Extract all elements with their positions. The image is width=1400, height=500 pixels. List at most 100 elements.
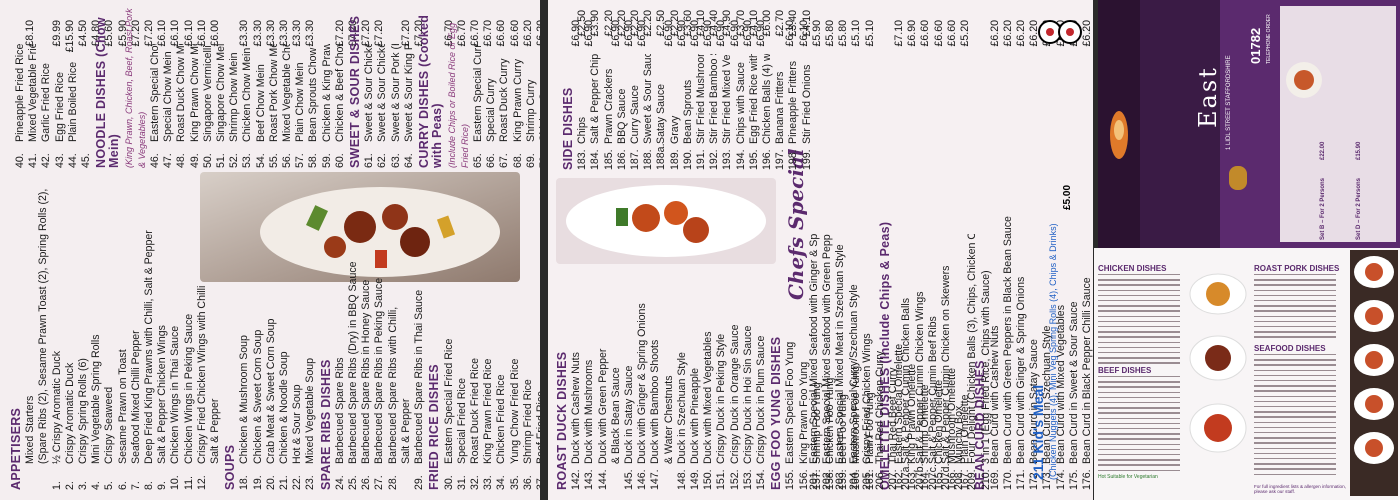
menu-item: 59. Chicken & King Prawn Chow Mein <box>321 0 334 168</box>
item-price: £6.20 <box>988 20 1001 47</box>
menu-item: 43. Egg Fried Rice <box>54 0 67 168</box>
item-price: £5.80 <box>824 20 837 47</box>
item-name: 3 in 1 (Egg Fried Rice, Chips with Sauce… <box>979 270 992 464</box>
menu-item: 199. Stir Fried Onions £4.10 <box>801 10 814 170</box>
item-number: 49. <box>188 153 201 168</box>
item-name: Chips <box>576 116 589 144</box>
menu-line <box>1098 459 1180 461</box>
item-number <box>663 464 676 490</box>
item-number: 175. <box>1067 469 1080 490</box>
item-price <box>215 0 228 44</box>
menu-line <box>1254 359 1336 361</box>
item-number: 44. <box>66 153 79 168</box>
item-name <box>80 44 93 142</box>
item-price: £2.70 <box>774 10 787 37</box>
menu-line <box>1254 395 1336 397</box>
item-name: Sweet & Sour Chicken Balls (10) <box>363 44 376 142</box>
item-name: Stir Fried Bamboo Shoots & Water Chestnu… <box>708 54 721 144</box>
item-price <box>54 0 67 44</box>
menu-item: 69. Shrimp Curry <box>525 0 538 168</box>
item-number: 59. <box>320 153 333 168</box>
chefs-special-item: 207a. Salt & Pepper Cumin Chicken Balls <box>900 190 913 490</box>
menu-line <box>1254 289 1336 291</box>
menu-item: 191. Stir Fried Mushroom £4.10 <box>695 10 708 170</box>
item-price: £7.10 <box>893 20 906 47</box>
item-name: Chicken Curry <box>537 74 540 142</box>
chefs-special-item: 208. Munchy Box <box>953 190 966 490</box>
item-number: 29. <box>413 475 426 490</box>
item-number: 145. <box>623 469 636 490</box>
menu-item: 52. Shrimp Chow Mein <box>228 0 241 169</box>
item-price: £2.50 <box>576 10 589 37</box>
item-number: 183. <box>576 149 589 170</box>
item-price: £6.00 <box>761 10 774 37</box>
item-number: 12. <box>195 475 208 490</box>
menu-column-noodles: 40. Pineapple Fried Rice 41. Mixed Vegetabl… <box>14 0 540 168</box>
menu-inner-page: CHICKEN DISHES ROAST PORK DISHES SEAFOOD… <box>1094 248 1400 500</box>
menu-item: 66. Special Curry <box>485 0 498 168</box>
koi-fish-icon <box>1110 111 1128 159</box>
kids-meal-icon <box>1038 20 1082 44</box>
section-title: NOODLE DISHES (Chow Mein) <box>94 17 122 168</box>
item-number: 144. <box>596 469 609 490</box>
menu-line <box>1098 320 1180 323</box>
menu-item: 193. Stir Fried Mixed Vegetables £4.90 <box>721 10 734 170</box>
item-price <box>175 0 188 44</box>
item-price <box>485 0 498 44</box>
item-number: 41. <box>27 153 40 168</box>
item-price <box>472 0 485 44</box>
menu-item: 40. Pineapple Fried Rice <box>14 0 27 168</box>
food-photo-cover <box>1286 62 1322 98</box>
chefs-special-item: 207b. Salt & Pepper Cumin Chicken Wings <box>914 190 927 490</box>
item-number: 205. <box>860 469 873 490</box>
item-number: 202. <box>821 469 834 490</box>
item-name: Singapore Vermicelli <box>201 45 214 142</box>
item-number: 2. <box>63 481 76 490</box>
item-price <box>403 0 416 44</box>
item-price: £5.20 <box>959 20 972 47</box>
item-price <box>40 0 53 44</box>
item-name: King Prawn Chow Mein <box>188 44 201 142</box>
menu-line <box>1254 300 1336 302</box>
menu-item: 53. Chicken Chow Mein <box>241 0 254 168</box>
menu-line <box>1254 452 1336 455</box>
item-price <box>149 0 162 44</box>
item-price: £4.40 <box>708 10 721 37</box>
item-number: 19. <box>251 475 264 490</box>
item-name: Gravy <box>668 115 681 144</box>
menu-item: 49. King Prawn Chow Mein <box>189 0 202 168</box>
item-name: Salt & Pepper Cumin Chicken on Skewers <box>940 265 953 464</box>
item-name: Shrimp Chow Mein <box>228 52 241 143</box>
menu-line <box>1254 385 1336 387</box>
item-price <box>821 190 834 234</box>
food-photo-stir-fry <box>200 172 520 282</box>
item-number: 209. <box>966 469 979 490</box>
item-name: Four Delight (Chicken Balls (3), Chips, … <box>966 234 979 464</box>
menu-item: 41. Mixed Vegetable Fried Rice <box>27 0 40 168</box>
menu-item: 61. Sweet & Sour Chicken Balls (10) <box>363 0 376 168</box>
item-price <box>321 0 334 44</box>
section-seafood: SEAFOOD DISHES <box>1254 344 1326 353</box>
item-name: Shrimp Curry <box>524 79 537 142</box>
menu-line <box>1098 396 1180 399</box>
item-name: Chips with Sauce <box>734 62 747 144</box>
menu-line <box>1098 376 1180 378</box>
item-price <box>861 190 874 234</box>
menu-line <box>1098 362 1180 364</box>
menu-line <box>1254 400 1336 403</box>
set-menu-b: Set D – For 2 Persons <box>1356 177 1362 240</box>
item-price: £5.10 <box>863 20 876 47</box>
menu-line <box>1098 464 1180 466</box>
item-name: King Prawn Curry <box>511 58 524 142</box>
dish-photo-column <box>1189 273 1247 453</box>
menu-line <box>1098 433 1180 435</box>
item-number: 152. <box>728 469 741 490</box>
menu-line <box>1254 390 1336 392</box>
item-name: Eastern Special Mixed Meat in Szechuan S… <box>834 244 847 464</box>
set-menu-a-price: £22.00 <box>1320 141 1326 160</box>
item-number: 54. <box>254 153 267 168</box>
item-price <box>241 0 254 44</box>
item-number: 6. <box>116 481 129 490</box>
item-name: Salt & Pepper Cumin Chicken Wings <box>913 291 926 464</box>
item-number: 47. <box>162 153 175 168</box>
